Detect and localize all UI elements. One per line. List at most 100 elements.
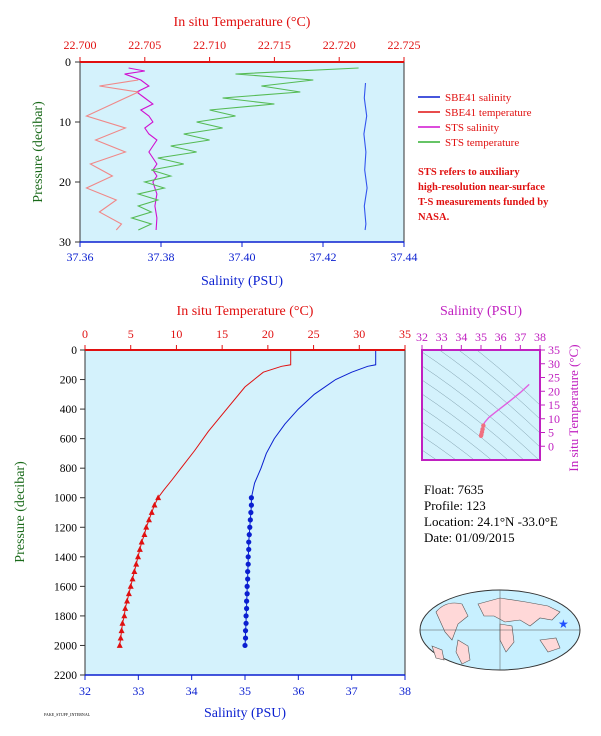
full-profile-temperature-point <box>155 494 162 501</box>
full-profile-plot-area <box>85 350 405 675</box>
full-profile-salinity-point <box>242 628 249 634</box>
near-surface-legend: SBE41 salinity SBE41 temperature STS sal… <box>418 92 532 149</box>
legend-label-sts-salinity: STS salinity <box>445 122 500 134</box>
ts-series <box>478 383 530 438</box>
full-profile-salinity-point <box>248 509 254 516</box>
near-surface-x-tick-label: 37.42 <box>310 250 337 264</box>
full-profile-salinity-point <box>248 495 254 501</box>
full-profile-salinity-point <box>243 613 249 619</box>
full-profile-temperature-point <box>146 516 152 523</box>
full-profile-series <box>116 350 377 649</box>
near-surface-top-tick-label: 22.710 <box>193 38 226 52</box>
near-surface-series-line-sts-temperature <box>129 67 359 231</box>
full-profile-top-tick-label: 15 <box>216 327 228 341</box>
near-surface-series <box>84 67 368 231</box>
ts-y-tick-label: 5 <box>548 426 554 440</box>
ts-x-tick-label: 35 <box>475 330 487 344</box>
near-surface-top-axis-title: In situ Temperature (°C) <box>174 15 311 30</box>
ts-density-contour <box>422 435 457 460</box>
near-surface-series-line-sbe41-temperature <box>84 79 141 231</box>
near-surface-x-tick-label: 37.40 <box>229 250 256 264</box>
full-profile-top-tick-label: 25 <box>308 327 320 341</box>
ts-density-contour <box>422 407 492 460</box>
near-surface-x-tick-label: 37.38 <box>148 250 175 264</box>
sts-note: STS refers to auxiliary high-resolution n… <box>418 167 549 223</box>
full-profile-salinity-point <box>242 635 249 641</box>
ts-x-tick-label: 34 <box>455 330 467 344</box>
full-profile-salinity-point <box>245 554 251 560</box>
near-surface-x-axis-title: Salinity (PSU) <box>201 274 283 289</box>
full-profile-temperature-point <box>148 509 155 515</box>
full-profile-temperature-point <box>127 582 134 589</box>
full-profile-top-tick-label: 35 <box>399 327 411 341</box>
legend-label-sts-temperature: STS temperature <box>445 137 519 149</box>
float-id: Float: 7635 <box>424 482 484 497</box>
full-profile-top-tick-label: 5 <box>128 327 134 341</box>
full-profile-top-tick-label: 30 <box>353 327 365 341</box>
ts-x-tick-label: 38 <box>534 330 546 344</box>
full-profile-salinity-point <box>245 561 251 567</box>
ts-x-tick-label: 32 <box>416 330 428 344</box>
near-surface-series-line-sts-salinity <box>124 67 158 231</box>
full-profile-top-axis-title: In situ Temperature (°C) <box>177 304 314 319</box>
near-surface-y-tick-label: 0 <box>65 55 71 69</box>
float-location-marker: ★ <box>558 617 569 631</box>
full-profile-temperature-point <box>119 619 126 626</box>
legend-label-sbe41-temperature: SBE41 temperature <box>445 107 532 119</box>
full-profile-salinity-point <box>242 642 248 649</box>
full-profile-x-tick-label: 37 <box>346 684 358 698</box>
full-profile-temperature-point <box>138 538 145 545</box>
full-profile-y-tick-label: 1200 <box>54 522 77 534</box>
ts-y-tick-label: 30 <box>548 357 560 371</box>
full-profile-temperature-point <box>116 642 123 648</box>
full-profile-temperature-point <box>117 634 124 641</box>
full-profile-temperature-point <box>131 568 138 574</box>
full-profile-temperature-point <box>118 627 125 634</box>
full-profile-y-tick-label: 1600 <box>54 581 77 593</box>
full-profile-temperature-point <box>133 560 140 567</box>
full-profile-salinity-point <box>246 532 252 538</box>
full-profile-y-tick-label: 600 <box>60 434 78 446</box>
location: Location: 24.1°N -33.0°E <box>424 514 558 529</box>
full-profile-temperature-point <box>141 531 148 538</box>
near-surface-y-axis-title: Pressure (decibar) <box>31 101 46 203</box>
near-surface-y-tick-label: 10 <box>59 115 71 129</box>
near-surface-series-line-sbe41-salinity <box>363 82 368 231</box>
near-surface-x-tick-label: 37.44 <box>391 250 418 264</box>
full-profile-x-tick-label: 38 <box>399 684 411 698</box>
footer-tag: FAKE_STUFF_INTERNAL <box>44 712 91 717</box>
full-profile-top-tick-label: 20 <box>262 327 274 341</box>
ts-density-contour <box>439 350 540 434</box>
ts-x-tick-label: 37 <box>514 330 526 344</box>
ts-density-contour <box>458 350 540 420</box>
full-profile-temperature-point <box>122 605 129 611</box>
full-profile-temperature-point <box>125 590 132 597</box>
full-profile-salinity-point <box>245 576 251 582</box>
ts-point <box>481 423 486 428</box>
full-profile-x-tick-label: 34 <box>186 684 198 698</box>
full-profile-salinity-point <box>244 583 250 589</box>
ts-y-tick-label: 0 <box>548 439 554 453</box>
full-profile-y-axis-title: Pressure (decibar) <box>13 461 28 563</box>
full-profile-x-tick-label: 32 <box>79 684 91 698</box>
ts-x-tick-label: 33 <box>436 330 448 344</box>
full-profile-y-tick-label: 1000 <box>54 493 77 505</box>
full-profile-y-tick-label: 200 <box>60 375 78 387</box>
full-profile-x-tick-label: 35 <box>239 684 251 698</box>
full-profile-salinity-point <box>247 524 253 530</box>
full-profile-temperature-point <box>135 553 142 560</box>
ts-density-contour <box>422 379 525 460</box>
near-surface-top-tick-label: 22.720 <box>323 38 356 52</box>
near-surface-top-tick-label: 22.705 <box>128 38 161 52</box>
full-profile-salinity-point <box>244 591 250 597</box>
full-profile-y-tick-label: 400 <box>60 404 78 416</box>
near-surface-y-tick-label: 20 <box>59 175 71 189</box>
ts-right-axis-title: In situ Temperature (°C) <box>566 344 581 471</box>
ts-x-tick-label: 36 <box>495 330 507 344</box>
full-profile-temperature-point <box>129 575 136 582</box>
full-profile-salinity-point <box>246 539 252 545</box>
full-profile-top-tick-label: 0 <box>82 327 88 341</box>
near-surface-top-tick-label: 22.700 <box>64 38 97 52</box>
